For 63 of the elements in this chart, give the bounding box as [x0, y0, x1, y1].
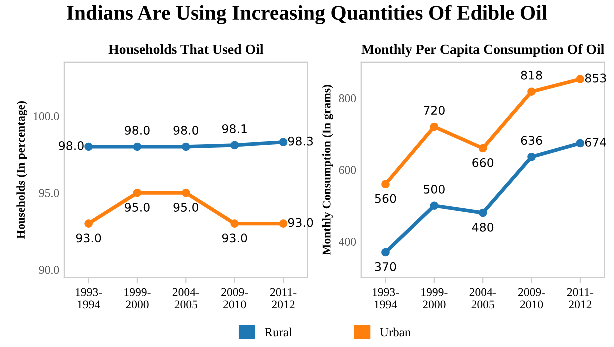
- data-label: 93.0: [76, 234, 102, 243]
- data-label: 93.0: [288, 218, 314, 228]
- point: [133, 142, 142, 152]
- chart-title: Monthly Per Capita Consumption Of Oil: [362, 44, 604, 58]
- data-label: 674: [585, 138, 606, 147]
- y-axis-title: Households (In percentage): [16, 101, 28, 239]
- point: [182, 188, 190, 198]
- data-label: 560: [375, 194, 396, 204]
- point: [382, 180, 390, 189]
- y-tick-label: 95.0: [39, 189, 60, 198]
- data-label: 95.0: [174, 203, 199, 212]
- point: [528, 152, 536, 162]
- data-label: 480: [472, 222, 494, 232]
- y-tick-label: 90.0: [39, 266, 60, 274]
- x-tick-label: 2009- 2010: [222, 288, 248, 309]
- x-tick-label: 1999- 2000: [422, 288, 448, 309]
- x-tick-label: 1999- 2000: [124, 288, 151, 309]
- point: [84, 142, 93, 152]
- data-label: 636: [521, 136, 542, 146]
- x-tick-label: 2011- 2012: [567, 288, 594, 309]
- legend-label: Urban: [380, 328, 411, 337]
- y-tick-label: 100.0: [34, 112, 60, 121]
- y-tick-label: 600: [339, 166, 356, 174]
- x-tick-label: 2011- 2012: [270, 288, 297, 309]
- data-label: 98.1: [222, 124, 247, 134]
- data-label: 98.0: [174, 126, 199, 135]
- data-label: 370: [375, 262, 396, 272]
- point: [230, 220, 240, 228]
- point: [279, 220, 288, 228]
- point: [576, 139, 585, 148]
- data-label: 95.0: [125, 203, 150, 212]
- data-label: 98.3: [288, 136, 314, 146]
- point: [84, 220, 93, 228]
- data-label: 660: [472, 158, 494, 168]
- point: [478, 144, 488, 153]
- point: [430, 122, 439, 132]
- x-tick-label: 1993- 1994: [76, 288, 102, 309]
- point: [230, 141, 240, 150]
- point: [133, 188, 142, 198]
- y-tick-label: 400: [339, 238, 356, 246]
- y-axis-title: Monthly Consumption (In grams): [322, 85, 334, 256]
- x-tick-label: 2009- 2010: [518, 288, 546, 309]
- data-label: 720: [424, 106, 445, 115]
- point: [279, 138, 288, 147]
- data-label: 853: [585, 74, 606, 83]
- point: [478, 208, 488, 218]
- data-label: 98.0: [59, 141, 84, 150]
- point: [430, 202, 439, 210]
- chart-title: Households That Used Oil: [108, 44, 264, 54]
- data-label: 818: [521, 70, 542, 80]
- point: [182, 142, 190, 152]
- point: [528, 88, 536, 96]
- x-tick-label: 2004- 2005: [470, 288, 496, 309]
- data-label: 98.0: [125, 126, 150, 135]
- point: [576, 75, 585, 84]
- data-label: 500: [424, 184, 445, 194]
- point: [382, 248, 390, 257]
- x-tick-label: 2004- 2005: [172, 288, 200, 309]
- y-tick-label: 800: [339, 94, 356, 103]
- legend-label: Rural: [265, 328, 292, 337]
- text: Indians Are Using Increasing Quantities Of Edible Oil: [67, 5, 548, 24]
- x-tick-label: 1993- 1994: [373, 288, 400, 309]
- data-label: 93.0: [222, 234, 248, 243]
